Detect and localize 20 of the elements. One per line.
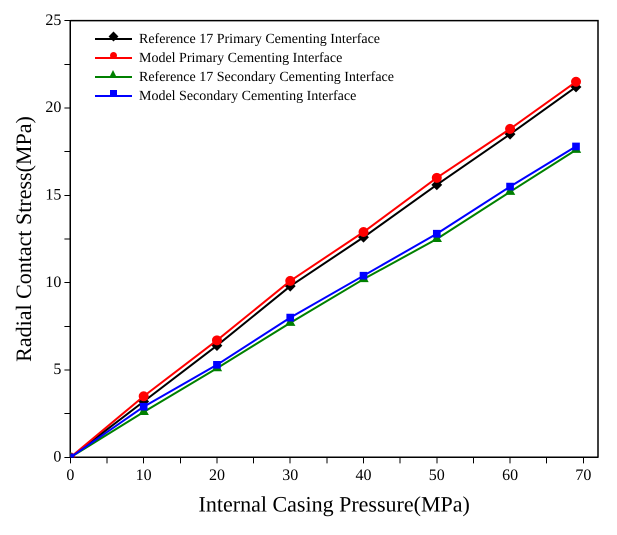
x-tick-label: 70: [575, 467, 592, 484]
x-axis-title: Internal Casing Pressure(MPa): [198, 492, 470, 517]
x-tick-label: 50: [428, 467, 445, 484]
x-tick-label: 20: [208, 467, 225, 484]
y-tick-label: 25: [45, 12, 62, 29]
y-axis-title: Radial Contact Stress(MPa): [10, 116, 36, 362]
y-tick-label: 10: [45, 274, 62, 291]
y-tick-label: 0: [53, 448, 62, 466]
x-tick-label: 30: [282, 467, 298, 484]
legend-label: Reference 17 Primary Cementing Interface: [139, 32, 380, 47]
x-tick-label: 0: [66, 467, 74, 484]
y-tick-label: 5: [53, 361, 62, 378]
x-tick-label: 60: [502, 467, 518, 484]
legend-label: Model Primary Cementing Interface: [139, 51, 342, 66]
legend-label: Model Secondary Cementing Interface: [139, 89, 356, 104]
y-tick-label: 15: [45, 186, 62, 204]
x-tick-label: 40: [356, 467, 372, 484]
y-tick-label: 20: [45, 99, 62, 116]
x-tick-label: 10: [136, 467, 152, 484]
legend-label: Reference 17 Secondary Cementing Interface: [139, 70, 394, 85]
